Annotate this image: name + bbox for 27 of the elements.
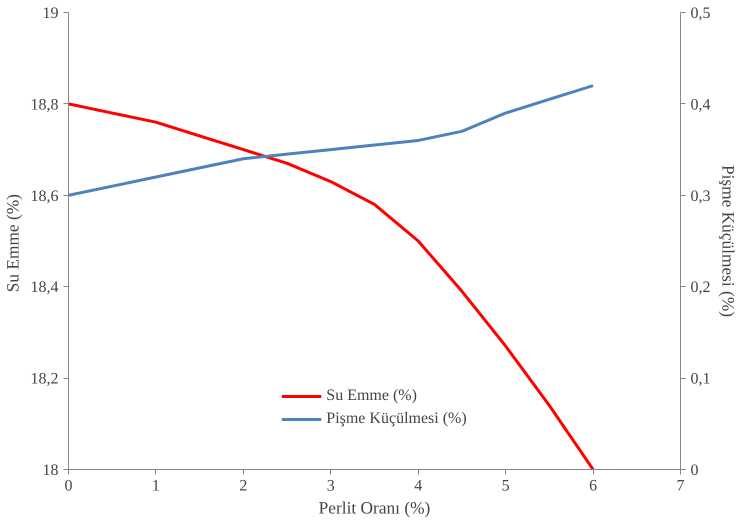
x-tick-label: 7 (676, 478, 684, 494)
x-tick-label: 0 (64, 478, 72, 494)
y2-axis-title: Pişme Küçülmesi (%) (718, 164, 738, 318)
y-axis-title: Su Emme (%) (4, 194, 22, 292)
y2-tick-label: 0,4 (690, 96, 710, 114)
x-tick-label: 3 (326, 478, 335, 494)
legend-label: Su Emme (%) (326, 387, 417, 405)
x-tick-label: 2 (239, 478, 248, 494)
y-tick-label: 18 (42, 462, 58, 479)
y2-tick-label: 0,3 (690, 188, 710, 205)
y2-tick-label: 0,5 (690, 5, 710, 22)
x-tick-label: 1 (152, 478, 160, 494)
y-tick-label: 19 (42, 5, 58, 22)
y2-tick-label: 0,1 (690, 370, 710, 388)
y-tick-label: 18,6 (30, 188, 58, 205)
x-tick-label: 4 (414, 478, 422, 494)
y-tick-label: 18,4 (30, 279, 58, 296)
x-tick-label: 6 (589, 478, 598, 494)
legend-label: Pişme Küçülmesi (%) (326, 410, 467, 428)
x-tick-label: 5 (502, 478, 510, 494)
x-axis-title: Perlit Oranı (%) (318, 498, 431, 518)
y-tick-label: 18,2 (30, 370, 58, 388)
y2-tick-label: 0,2 (690, 279, 710, 296)
line-series (68, 102, 595, 470)
line-series (68, 84, 595, 197)
y-tick-label: 18,8 (30, 96, 58, 114)
y2-tick-label: 0 (690, 462, 698, 479)
